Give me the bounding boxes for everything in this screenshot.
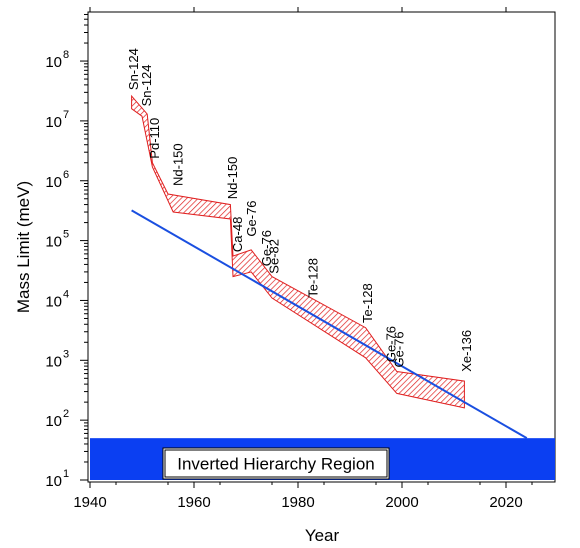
y-tick-exponent: 2 [63, 408, 69, 420]
y-tick-label: 10 [45, 174, 62, 191]
y-tick-exponent: 4 [63, 288, 69, 300]
isotope-annotation: Sn-124 [139, 64, 154, 106]
y-tick-label: 10 [45, 473, 62, 490]
isotope-annotation: Ge-76 [391, 331, 406, 367]
x-axis-title: Year [305, 526, 340, 545]
isotope-annotation: Nd-150 [170, 143, 185, 186]
isotope-annotation: Te-128 [306, 258, 321, 298]
isotope-annotation: Pd-110 [147, 118, 162, 159]
y-tick-exponent: 5 [63, 229, 69, 241]
y-tick-label: 10 [45, 234, 62, 251]
y-axis-title: Mass Limit (meV) [14, 181, 33, 313]
x-tick-label: 2020 [489, 494, 522, 511]
y-tick-label: 10 [45, 54, 62, 71]
x-tick-label: 1960 [177, 494, 210, 511]
isotope-annotation: Sn-124 [126, 48, 141, 90]
region-label: Inverted Hierarchy Region [177, 455, 374, 474]
isotope-annotation: Te-128 [360, 283, 375, 323]
y-tick-exponent: 8 [63, 49, 69, 61]
region-label-box [164, 449, 388, 478]
isotope-annotation: Se-82 [267, 239, 282, 274]
plot-frame [87, 11, 556, 483]
isotope-annotation: Nd-150 [225, 157, 240, 200]
x-tick-label: 1980 [281, 494, 314, 511]
trend-line [131, 209, 528, 440]
y-tick-exponent: 6 [63, 169, 69, 181]
y-tick-exponent: 3 [63, 348, 69, 360]
y-tick-exponent: 7 [63, 109, 69, 121]
limit-band-0 [131, 94, 465, 409]
y-tick-label: 10 [45, 114, 62, 131]
y-tick-label: 10 [45, 353, 62, 370]
isotope-annotation: Xe-136 [459, 330, 474, 372]
x-tick-label: 2000 [385, 494, 418, 511]
isotope-annotation: Ge-76 [244, 200, 259, 236]
isotope-annotation: Ca-48 [230, 217, 245, 252]
y-tick-label: 10 [45, 293, 62, 310]
isotope-annotation: Ge-76 [259, 230, 274, 266]
x-tick-label: 1940 [73, 494, 106, 511]
y-tick-label: 10 [45, 413, 62, 430]
y-tick-exponent: 1 [63, 468, 69, 480]
isotope-annotation: Ge-76 [384, 326, 399, 362]
